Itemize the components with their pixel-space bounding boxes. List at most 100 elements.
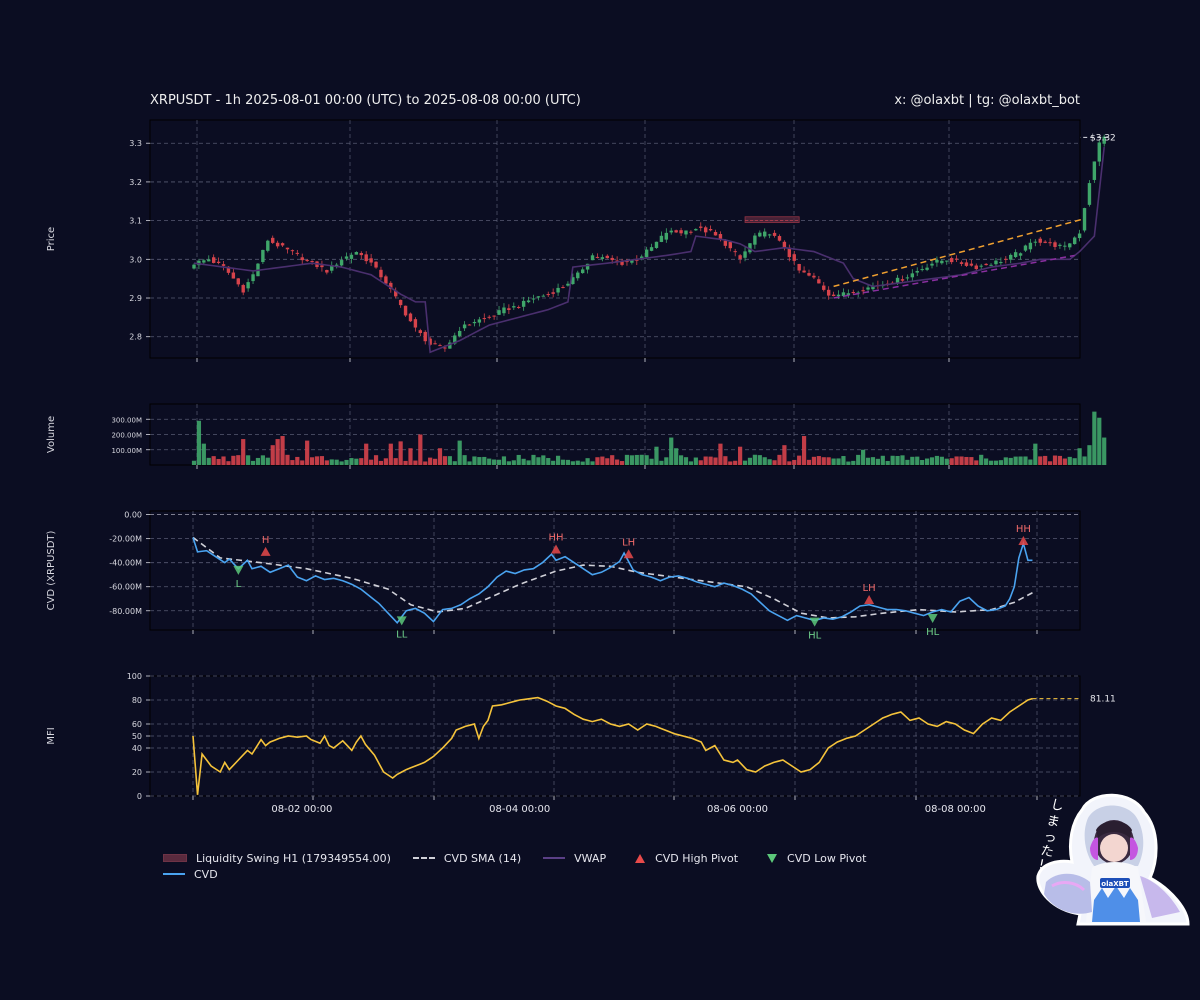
volume-bar: [747, 457, 753, 465]
candle-body: [1023, 245, 1028, 251]
legend-label-vwap: VWAP: [574, 851, 607, 865]
volume-bar: [329, 459, 334, 465]
candle-body: [630, 260, 634, 263]
price-tick-label: 3.1: [129, 217, 142, 226]
candle-body: [851, 292, 855, 294]
candle-body: [226, 266, 231, 273]
candle-body: [797, 263, 801, 271]
legend-label-cvd: CVD: [194, 867, 218, 881]
volume-bar: [801, 436, 807, 465]
candle-body: [398, 299, 403, 306]
cvd-low-pivot-marker: [809, 617, 820, 627]
candle-body: [285, 247, 290, 250]
candle-body: [1033, 241, 1038, 243]
volume-bar: [629, 455, 634, 465]
volume-bar: [649, 458, 654, 465]
candle-body: [895, 277, 900, 284]
volume-bar: [216, 458, 221, 465]
volume-bar: [369, 459, 374, 465]
candle-body: [369, 258, 373, 263]
candle-body: [748, 243, 752, 253]
candle-body: [871, 286, 875, 290]
volume-bar: [457, 440, 462, 465]
volume-bar: [865, 457, 871, 465]
volume-bar: [664, 457, 669, 465]
candle-body: [526, 300, 531, 303]
volume-bar: [683, 457, 689, 465]
volume-bar: [570, 461, 575, 465]
candle-body: [915, 270, 919, 273]
candle-body: [954, 258, 959, 260]
candle-body: [974, 265, 978, 270]
volume-bar: [413, 460, 418, 465]
volume-bar: [541, 455, 546, 465]
mfi-tick-label: 80: [132, 696, 142, 705]
cvd-tick-label: -40.00M: [109, 559, 142, 568]
candle-body: [1038, 238, 1042, 243]
volume-bar: [792, 459, 797, 465]
volume-bar: [831, 458, 836, 465]
candle-body: [241, 285, 245, 293]
candle-body: [502, 307, 506, 314]
volume-bar: [354, 458, 359, 465]
volume-bar: [1102, 437, 1107, 465]
volume-bar: [875, 458, 880, 465]
volume-bar: [654, 446, 659, 465]
volume-bar: [821, 457, 826, 465]
cvd-pivot-label: LL: [396, 629, 408, 640]
volume-bar: [280, 436, 285, 465]
volume-bar: [757, 455, 762, 465]
candle-body: [271, 237, 275, 243]
candle-body: [733, 251, 737, 253]
volume-bar: [501, 456, 507, 465]
candle-body: [861, 290, 865, 292]
volume-bar: [201, 443, 206, 465]
candle-body: [659, 235, 664, 242]
volume-bar: [555, 455, 561, 465]
volume-bar: [231, 455, 236, 465]
candle-body: [507, 308, 511, 311]
candle-body: [713, 231, 718, 236]
cvd-tick-label: -20.00M: [109, 535, 142, 544]
cvd-tick-label: 0.00: [124, 511, 142, 520]
volume-bar: [816, 456, 821, 465]
candle-body: [330, 265, 334, 271]
volume-bar: [551, 460, 556, 465]
candle-body: [576, 272, 580, 279]
mfi-axis-label: MFI: [46, 727, 57, 744]
candle-body: [822, 285, 826, 290]
volume-bar: [250, 460, 256, 465]
candle-body: [826, 289, 831, 296]
volume-bar: [1018, 456, 1023, 465]
liquidity-zone: [744, 216, 800, 223]
volume-bar: [718, 443, 723, 465]
trendline-resistance: [833, 217, 1085, 288]
candle-body: [940, 260, 944, 264]
volume-bar: [698, 460, 703, 465]
volume-bar: [644, 455, 649, 465]
volume-bar: [560, 459, 566, 465]
candle-body: [192, 264, 196, 269]
volume-bar: [388, 443, 393, 465]
volume-bar: [1052, 455, 1058, 465]
candle-body: [1077, 233, 1082, 239]
volume-bar: [265, 457, 270, 465]
volume-bar: [403, 460, 408, 465]
candle-body: [561, 287, 565, 289]
volume-bar: [364, 443, 369, 465]
volume-bar: [191, 460, 197, 465]
price-tick-label: 2.9: [129, 294, 142, 303]
candle-body: [497, 310, 501, 315]
volume-bar: [964, 456, 969, 465]
candle-body: [644, 249, 649, 258]
candle-body: [310, 261, 314, 263]
volume-bar: [383, 458, 388, 465]
candle-body: [325, 269, 329, 273]
candle-body: [418, 330, 423, 334]
volume-bar: [1097, 417, 1102, 465]
candle-body: [541, 295, 546, 297]
cvd-high-pivot-marker: [260, 546, 271, 556]
candle-body: [305, 259, 309, 261]
candle-body: [846, 293, 851, 296]
volume-bar: [880, 455, 885, 465]
